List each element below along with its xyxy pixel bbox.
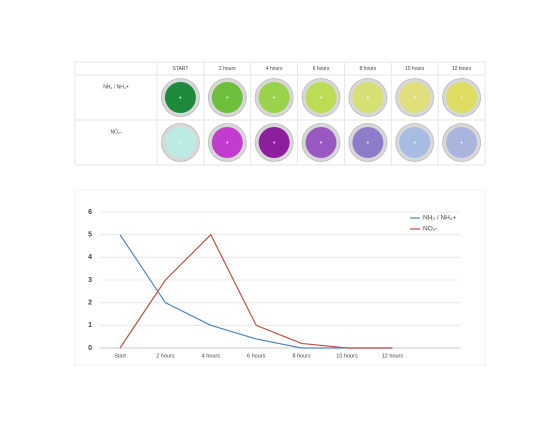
dish-center bbox=[413, 96, 416, 99]
x-tick-label: 6 hours bbox=[247, 353, 266, 359]
column-header: 8 hours bbox=[360, 66, 377, 72]
dish-center bbox=[366, 141, 369, 144]
chart-frame bbox=[74, 189, 486, 366]
y-tick-label: 5 bbox=[88, 232, 92, 239]
x-tick-label: 10 hours bbox=[336, 353, 358, 359]
row-label: NH₃ / NH₄+ bbox=[103, 84, 129, 90]
column-header: START bbox=[172, 66, 188, 72]
x-tick-label: 4 hours bbox=[202, 353, 221, 359]
column-header: 6 hours bbox=[313, 66, 330, 72]
dish-center bbox=[273, 141, 276, 144]
dish-center bbox=[320, 96, 322, 99]
dish-center bbox=[179, 96, 182, 99]
legend-label: NO₂- bbox=[423, 226, 437, 233]
x-tick-label: Start bbox=[114, 353, 126, 359]
dish-center bbox=[460, 141, 463, 144]
dish-center bbox=[179, 141, 182, 144]
x-tick-label: 8 hours bbox=[292, 353, 311, 359]
column-header: 2 hours bbox=[219, 66, 236, 72]
y-tick-label: 6 bbox=[88, 209, 92, 216]
y-tick-label: 2 bbox=[88, 300, 92, 307]
y-tick-label: 0 bbox=[88, 345, 92, 352]
dish-center bbox=[273, 96, 276, 99]
x-tick-label: 2 hours bbox=[156, 353, 175, 359]
series-line bbox=[119, 233, 393, 349]
dish-center bbox=[366, 96, 369, 99]
dish-center bbox=[413, 141, 416, 144]
column-header: 10 hours bbox=[405, 66, 425, 72]
y-tick-label: 1 bbox=[88, 322, 92, 329]
dish-center bbox=[460, 96, 463, 99]
legend-label: NH₃ / NH₄+ bbox=[423, 215, 456, 222]
dish-center bbox=[320, 141, 322, 144]
y-tick-label: 3 bbox=[88, 277, 92, 284]
dish-center bbox=[226, 96, 229, 99]
row-label: NO₂- bbox=[110, 129, 121, 135]
column-header: 4 hours bbox=[266, 66, 283, 72]
column-header: 12 hours bbox=[452, 66, 472, 72]
dish-center bbox=[226, 141, 229, 144]
x-tick-label: 12 hours bbox=[382, 353, 404, 359]
y-tick-label: 4 bbox=[88, 254, 92, 261]
